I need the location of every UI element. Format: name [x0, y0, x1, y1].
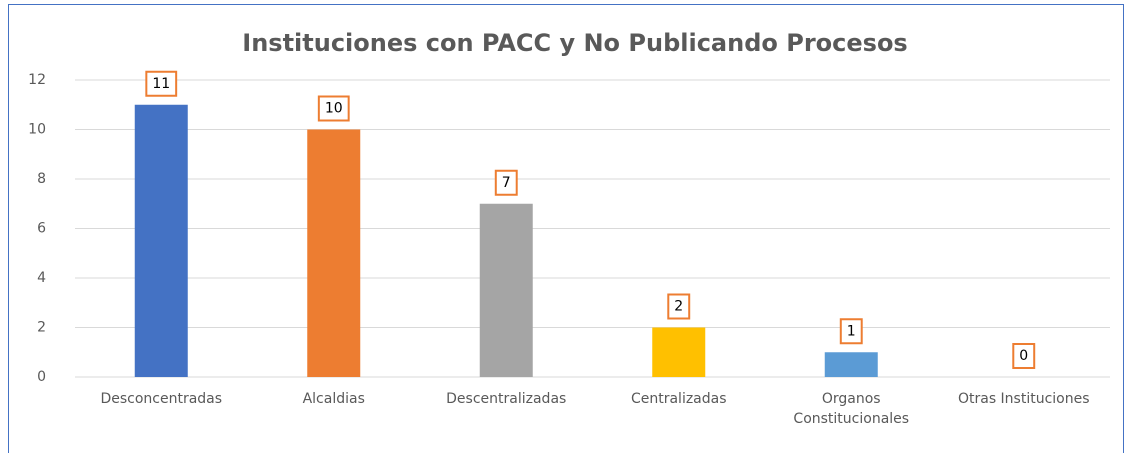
- x-tick-label: Alcaldias: [303, 391, 365, 407]
- data-label-box: [317, 95, 350, 122]
- data-label: 11: [152, 76, 170, 92]
- bar: [652, 327, 706, 377]
- y-tick-label: 8: [37, 171, 46, 187]
- y-tick-label: 2: [37, 320, 46, 336]
- bar: [824, 352, 878, 377]
- data-label-box: [839, 318, 863, 345]
- bar: [134, 104, 188, 377]
- x-tick-label: Otras Instituciones: [958, 391, 1090, 407]
- y-tick-label: 10: [28, 122, 46, 138]
- x-tick-label: Organos Constitucionales: [793, 391, 909, 427]
- y-tick-label: 0: [37, 369, 46, 385]
- data-label-box: [494, 169, 518, 196]
- chart-title: Instituciones con PACC y No Publicando P…: [242, 29, 907, 57]
- data-label: 7: [502, 175, 511, 191]
- data-label: 2: [674, 299, 683, 315]
- data-label-box: [667, 293, 691, 320]
- bar: [307, 129, 361, 377]
- x-tick-label: Desconcentradas: [100, 391, 222, 407]
- y-tick-label: 4: [37, 270, 46, 286]
- data-label: 0: [1019, 348, 1028, 364]
- data-label-box: [1012, 343, 1036, 369]
- y-tick-label: 6: [37, 221, 46, 237]
- data-label-box: [145, 70, 178, 97]
- data-label: 10: [325, 101, 343, 117]
- x-tick-label: Descentralizadas: [446, 391, 566, 407]
- bar: [479, 203, 533, 377]
- data-label: 1: [847, 323, 856, 339]
- x-tick-label: Centralizadas: [631, 391, 727, 407]
- y-tick-label: 12: [28, 72, 46, 88]
